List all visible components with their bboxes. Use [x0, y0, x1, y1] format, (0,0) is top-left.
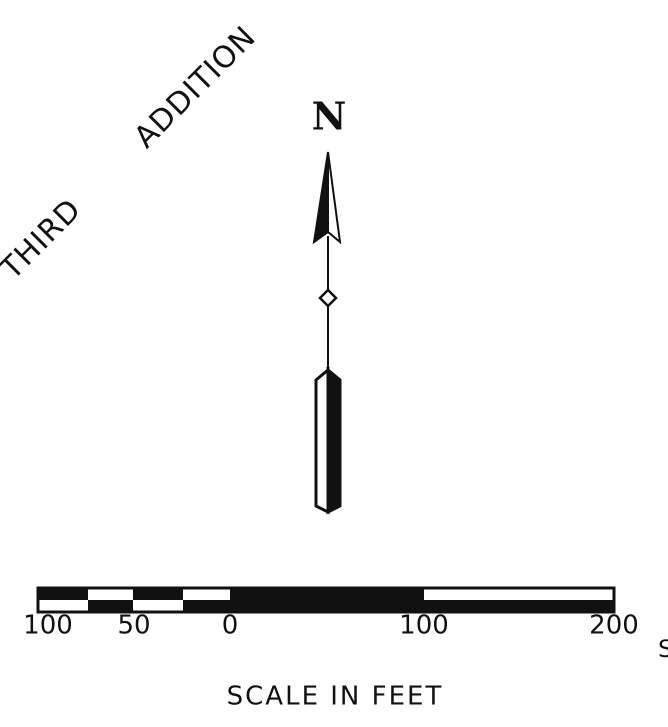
scale-segment — [230, 588, 424, 612]
arrow-tail-light — [314, 366, 330, 515]
scale-segment — [38, 588, 88, 600]
scale-bar — [36, 586, 616, 614]
scale-tick-label: 200 — [589, 611, 639, 641]
scale-segment — [133, 588, 183, 600]
scale-tick-label: 50 — [117, 611, 150, 641]
scale-segment — [424, 600, 614, 612]
arrow-tail-dark — [326, 366, 342, 515]
arrowhead-light — [327, 151, 342, 245]
north-arrow: N — [312, 94, 347, 515]
scale-tick-label: 0 — [222, 611, 239, 641]
arrow-diamond — [318, 288, 338, 308]
scale-tick-label: 100 — [399, 611, 449, 641]
north-label: N — [312, 94, 347, 139]
scale-segment — [88, 600, 133, 612]
edge-label: S — [658, 635, 668, 663]
scale-title: SCALE IN FEET — [227, 682, 444, 712]
scale-segment — [183, 600, 230, 612]
scale-tick-label: 100 — [23, 611, 73, 641]
